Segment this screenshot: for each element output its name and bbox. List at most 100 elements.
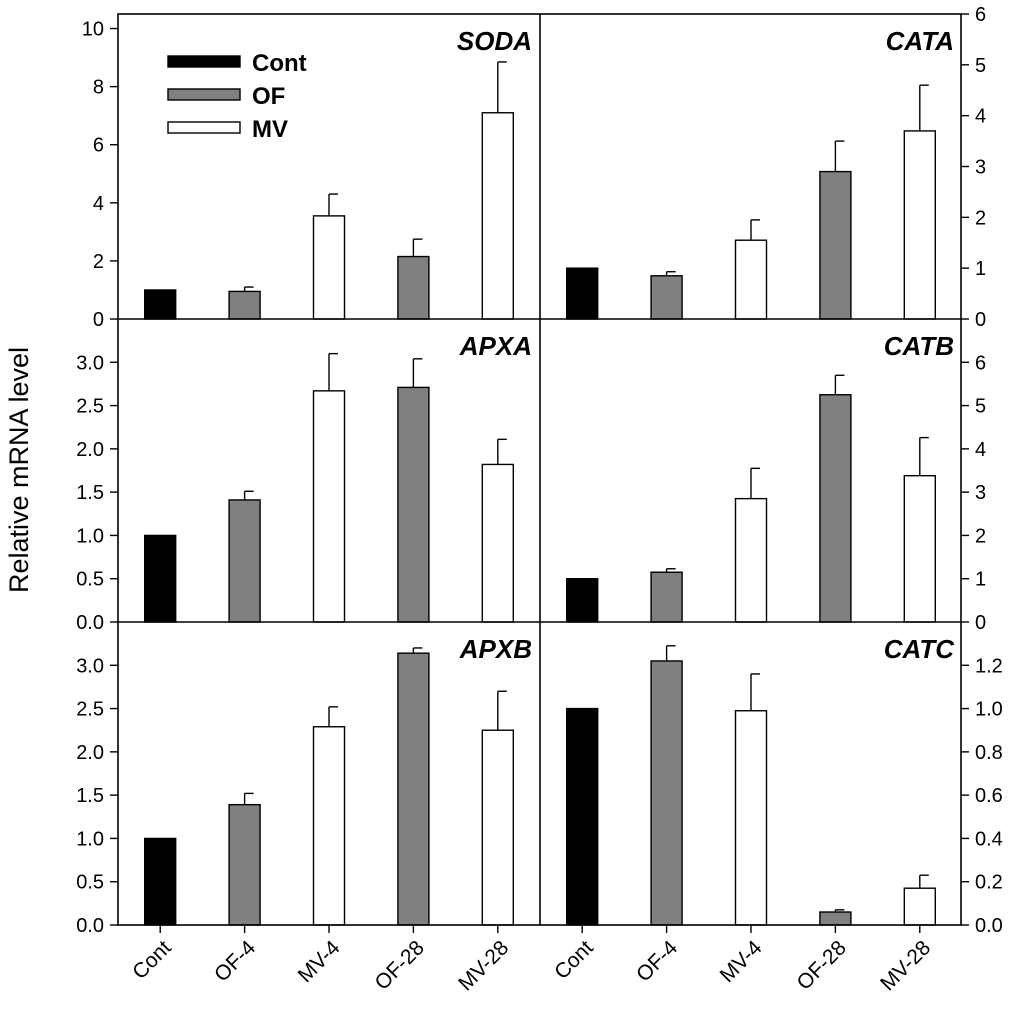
x-tick-label-cont: Cont [550, 936, 598, 984]
error-bar-catb-of-4 [665, 568, 676, 573]
error-bar-catc-mv-28 [919, 874, 929, 889]
y-tick-label: 10 [82, 19, 104, 41]
y-tick-label: 2.0 [76, 742, 104, 764]
x-tick-label-mv-4: MV-4 [716, 936, 767, 987]
y-tick-label: 2.0 [76, 439, 104, 461]
x-tick-label-mv-28: MV-28 [876, 936, 935, 995]
error-bar-apxb-of-28 [412, 647, 423, 654]
bar-cata-cont [566, 267, 599, 320]
y-tick-label: 0.0 [76, 612, 104, 634]
bar-apxa-mv-28 [481, 463, 514, 623]
y-tick-label: 1.0 [76, 525, 104, 547]
bar-apxb-of-28 [397, 652, 430, 926]
x-tick-label-mv-4: MV-4 [294, 936, 345, 987]
y-tick-label: 1.0 [76, 828, 104, 850]
error-bar-soda-of-4 [243, 286, 254, 292]
y-tick-label: 3.0 [76, 655, 104, 677]
error-bar-catb-mv-28 [919, 436, 929, 476]
y-tick-label: 5 [975, 55, 986, 77]
legend-swatch-mv [167, 121, 241, 134]
panel-cata: 0 1 2 3 4 5 6 CATA [566, 4, 986, 331]
bar-catb-mv-4 [734, 497, 768, 623]
bar-apxb-of-4 [228, 803, 261, 926]
error-bar-apxb-mv-4 [328, 706, 338, 727]
error-bar-apxa-mv-4 [328, 352, 338, 391]
error-bar-soda-of-28 [412, 238, 423, 257]
bar-catc-mv-4 [734, 710, 768, 926]
y-tick-label: 1.2 [975, 655, 1003, 677]
error-bar-apxa-of-4 [243, 490, 254, 500]
bar-apxb-mv-4 [312, 726, 346, 926]
y-tick-label: 2 [975, 525, 986, 547]
error-bar-soda-mv-28 [497, 61, 507, 113]
bar-soda-of-28 [397, 255, 430, 320]
y-tick-label: 2 [93, 251, 104, 273]
panel-title-cata: CATA [886, 26, 954, 56]
panel-title-soda: SODA [457, 26, 532, 56]
y-tick-label: 2.5 [76, 396, 104, 418]
legend-label-of: OF [252, 83, 285, 110]
legend-label-cont: Cont [252, 50, 307, 77]
y-tick-label: 1 [975, 258, 986, 280]
bar-cata-mv-4 [734, 239, 768, 320]
x-tick-label-of-4: OF-4 [632, 936, 682, 986]
error-bar-apxa-mv-28 [497, 438, 507, 465]
bar-catb-of-28 [819, 394, 852, 623]
panel-title-catb: CATB [884, 331, 954, 361]
error-bar-cata-mv-4 [750, 219, 760, 241]
error-bar-apxb-mv-28 [497, 690, 507, 731]
y-tick-label: 0.2 [975, 872, 1003, 894]
y-tick-label: 3.0 [76, 352, 104, 374]
y-tick-label: 0.0 [76, 915, 104, 937]
bar-soda-mv-4 [312, 215, 346, 320]
y-tick-label: 1.5 [76, 482, 104, 504]
y-tick-label: 6 [93, 135, 104, 157]
bar-catc-mv-28 [903, 887, 936, 926]
bar-soda-of-4 [228, 290, 261, 320]
panel-title-apxb: APXB [459, 634, 532, 664]
y-tick-label: 4 [975, 106, 986, 128]
bar-soda-cont [143, 289, 177, 320]
error-bar-catc-of-4 [665, 645, 676, 661]
error-bar-apxa-of-28 [412, 358, 423, 388]
error-bar-catc-of-28 [834, 909, 845, 913]
y-tick-label: 5 [975, 396, 986, 418]
legend-swatch-of [167, 88, 241, 101]
error-bar-soda-mv-4 [328, 193, 338, 216]
error-bar-apxb-of-4 [243, 792, 254, 805]
y-tick-label: 0 [93, 309, 104, 331]
bar-catb-of-4 [650, 571, 683, 623]
panel-title-apxa: APXA [459, 331, 532, 361]
figure-frame [117, 13, 962, 926]
y-tick-label: 0.4 [975, 828, 1003, 850]
y-tick-label: 8 [93, 77, 104, 99]
panel-apxa: 0.0 0.5 1.0 1.5 2.0 2.5 3.0 APXA [76, 331, 532, 634]
legend: Cont OF MV [167, 50, 307, 143]
bar-cata-of-4 [650, 275, 683, 320]
bar-catb-mv-28 [903, 474, 936, 623]
bar-apxa-cont [143, 534, 177, 623]
bar-catc-cont [566, 707, 599, 926]
y-tick-label: 4 [93, 193, 104, 215]
y-tick-label: 0 [975, 309, 986, 331]
panel-catc: 0.0 0.2 0.4 0.6 0.8 1.0 1.2 CATC Cont OF-4 MV-4 OF-… [550, 634, 1003, 995]
error-bar-cata-of-4 [665, 271, 676, 276]
x-tick-label-of-4: OF-4 [210, 936, 260, 986]
y-tick-label: 3 [975, 157, 986, 179]
error-bar-catb-of-28 [834, 374, 845, 395]
y-tick-label: 6 [975, 352, 986, 374]
y-tick-label: 3 [975, 482, 986, 504]
panel-catb: 0 1 2 3 4 5 6 CATB [566, 331, 986, 634]
y-tick-label: 0 [975, 612, 986, 634]
y-tick-label: 0.0 [975, 915, 1003, 937]
bar-apxb-mv-28 [481, 729, 514, 926]
y-tick-label: 4 [975, 439, 986, 461]
y-tick-label: 1.5 [76, 785, 104, 807]
y-tick-label: 6 [975, 4, 986, 26]
bar-cata-of-28 [819, 170, 852, 320]
y-axis-label: Relative mRNA level [4, 347, 34, 593]
y-tick-label: 1.0 [975, 699, 1003, 721]
error-bar-cata-of-28 [834, 140, 845, 172]
bar-cata-mv-28 [903, 130, 936, 320]
panel-apxb: 0.0 0.5 1.0 1.5 2.0 2.5 3.0 APXB Cont OF-4 MV-4 OF-… [76, 634, 532, 995]
